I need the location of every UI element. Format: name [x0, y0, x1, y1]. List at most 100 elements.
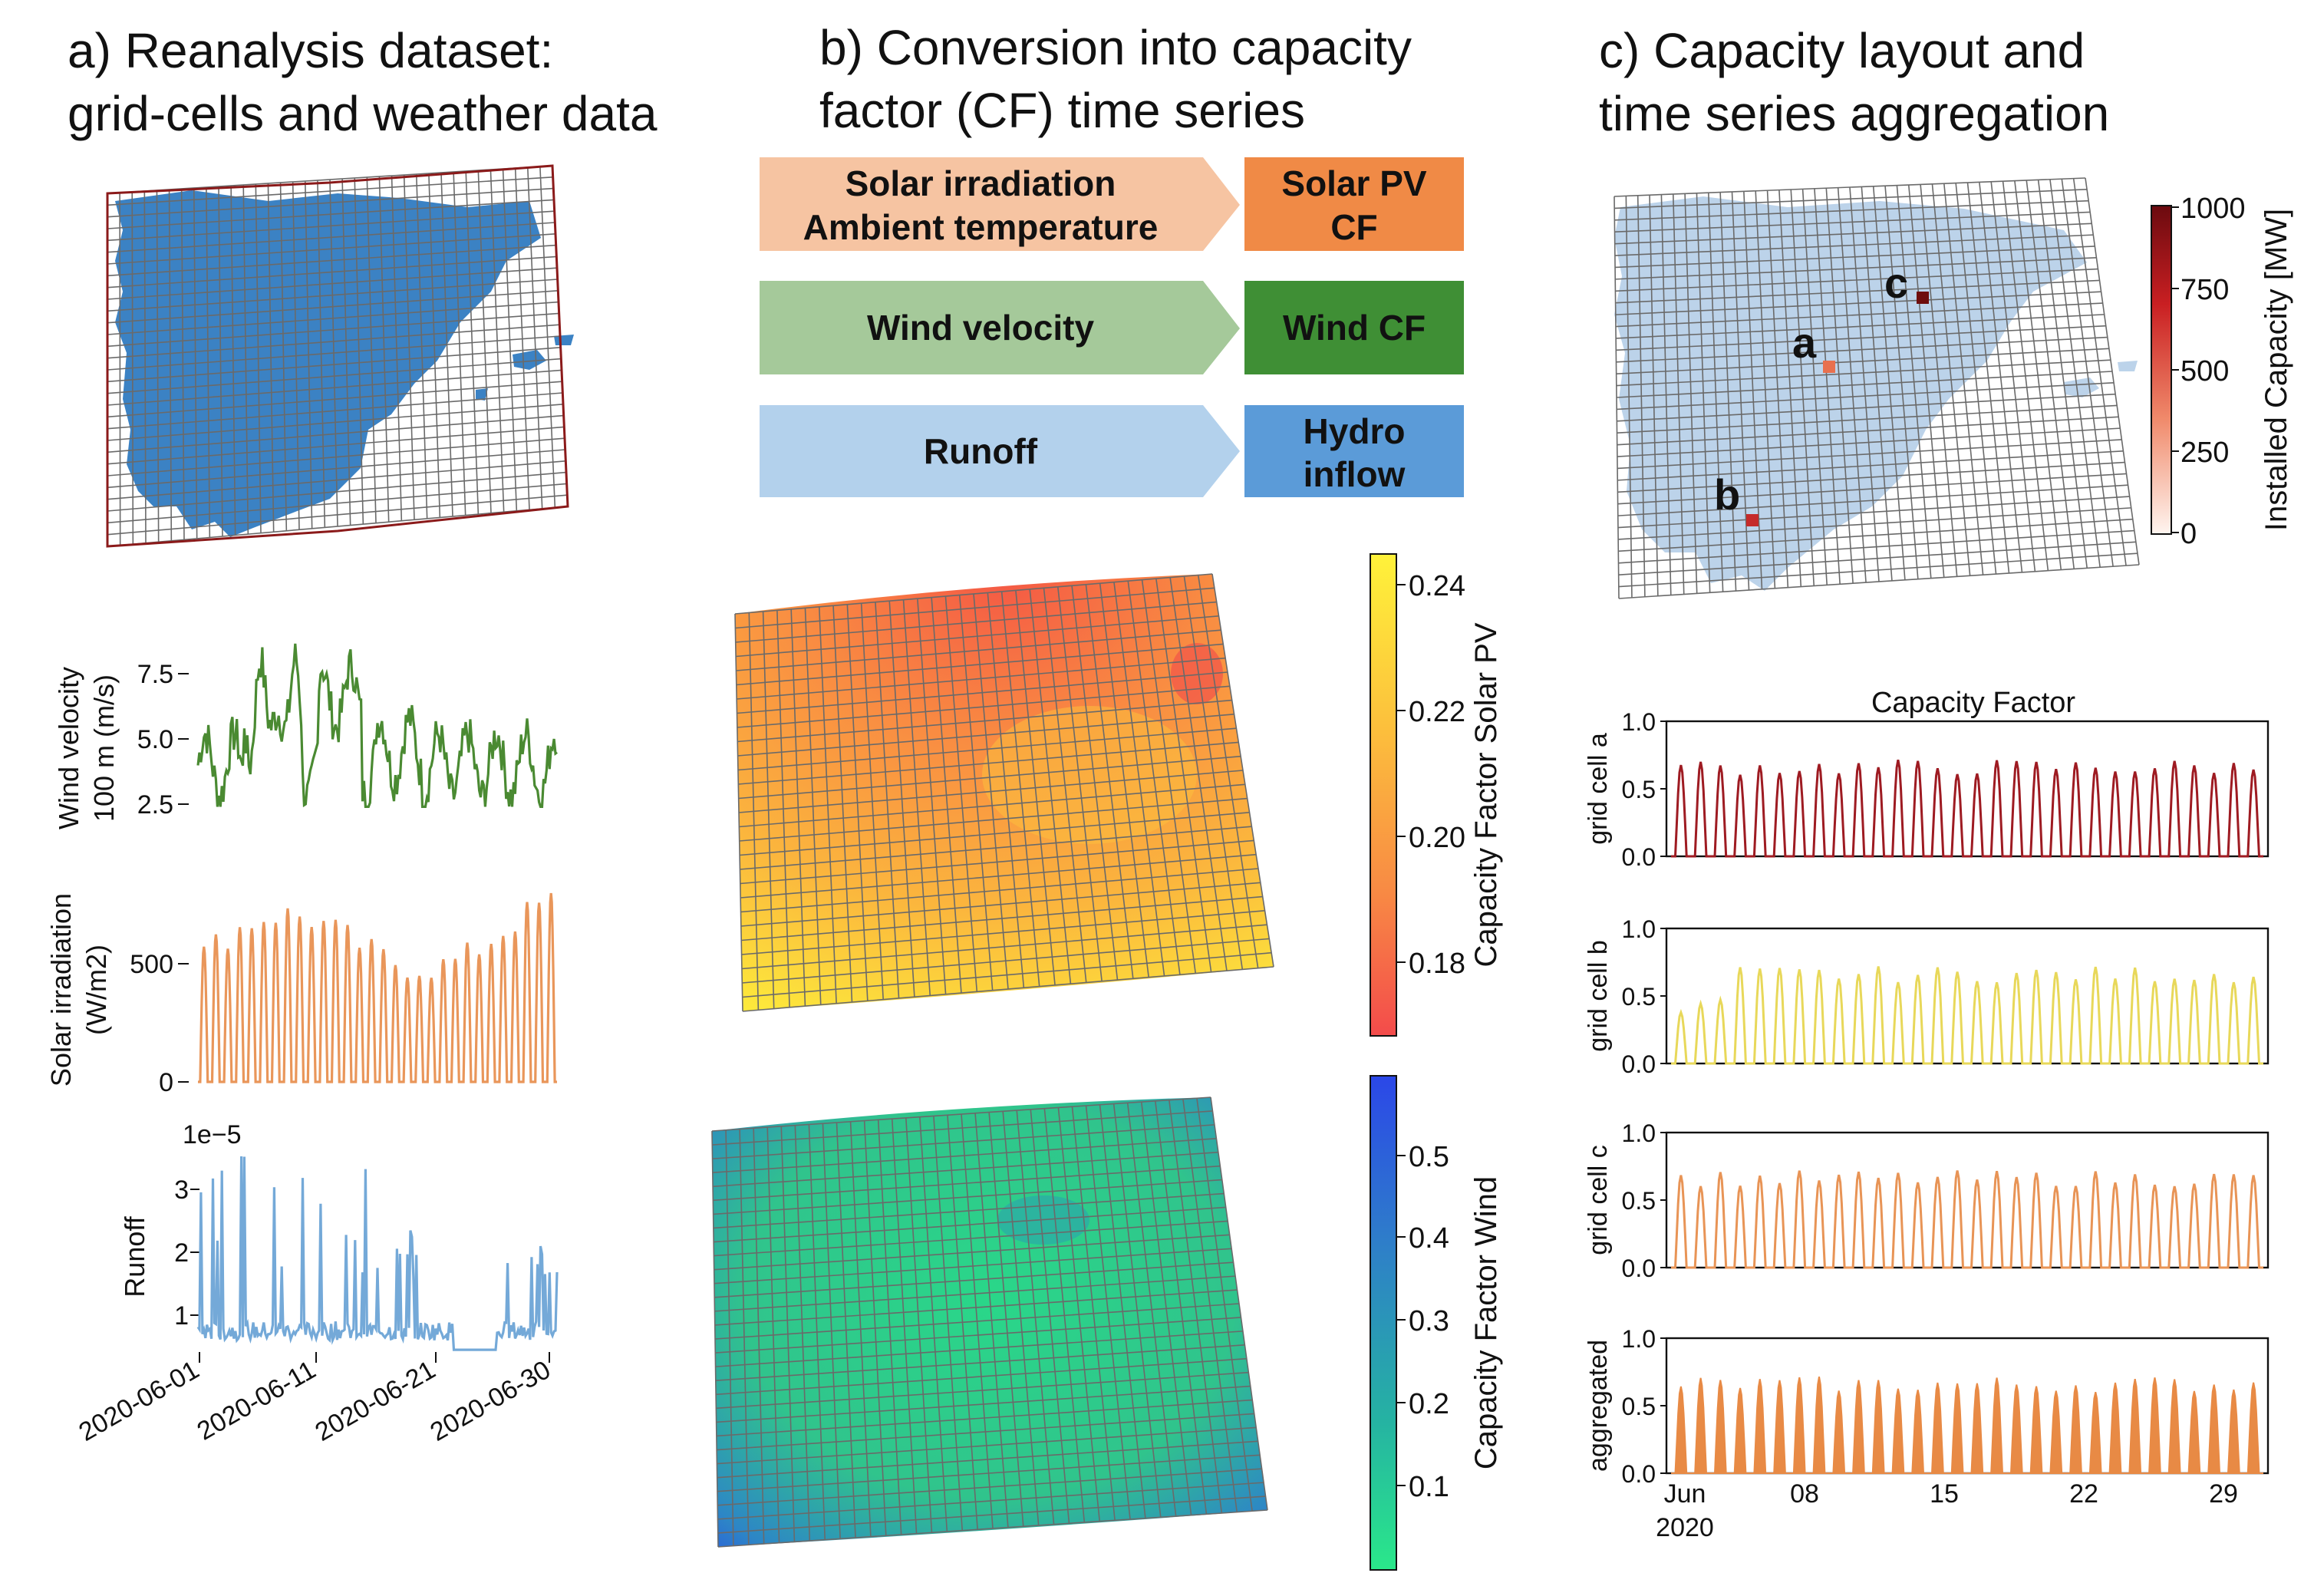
grid-line	[717, 1509, 1268, 1548]
grid-line	[107, 324, 560, 359]
solar-irradiation-plot: Solar irradiation (W/m2) 500 0	[45, 892, 557, 1097]
grid-line	[1615, 279, 2100, 304]
grid-line	[1617, 484, 2128, 516]
grid-line	[715, 1344, 1245, 1381]
grid-line	[714, 1206, 1226, 1243]
subplot-ytick: 0.5	[1622, 776, 1656, 803]
grid-line	[735, 587, 1215, 629]
grid-line	[1614, 189, 2088, 209]
solar-output-line1: Solar PV	[1281, 163, 1427, 203]
grid-line	[737, 657, 1226, 700]
grid-line	[714, 1248, 1232, 1284]
subplot-series	[1671, 760, 2263, 858]
wind-cf-colorbar-label: Capacity Factor Wind	[1469, 1176, 1503, 1469]
wind-cf-map: 0.5 0.4 0.3 0.2 0.1 Capacity Factor Wind	[711, 1075, 1503, 1571]
subplot-ytick: 0.0	[1622, 1255, 1656, 1282]
grid-line	[740, 839, 1254, 885]
grid-line	[737, 727, 1237, 771]
grid-line	[1614, 177, 2086, 197]
wind-tick-25: 2.5	[137, 790, 173, 819]
grid-line	[717, 1426, 1257, 1465]
grid-line	[1614, 223, 2092, 245]
wind-velocity-series	[196, 643, 558, 808]
grid-line	[714, 1234, 1230, 1271]
grid-line	[107, 312, 559, 348]
grid-line	[107, 506, 569, 547]
subplot-ytick: 0.5	[1622, 1393, 1656, 1420]
runoff-exponent: 1e−5	[183, 1120, 242, 1149]
grid-line	[107, 437, 565, 476]
grid-line	[107, 358, 562, 394]
grid-line	[737, 699, 1232, 743]
grid-line	[107, 233, 556, 265]
grid-line	[107, 347, 561, 383]
grid-line	[1615, 256, 2097, 280]
grid-line	[715, 1331, 1243, 1367]
grid-line	[717, 1482, 1264, 1520]
grid-line	[1618, 518, 2133, 552]
grid-line	[107, 187, 554, 218]
grid-line	[1616, 371, 2113, 398]
solar-tick-500: 500	[130, 950, 173, 979]
wind-output-line1: Wind CF	[1283, 308, 1426, 348]
date-tick-1: 2020-06-11	[193, 1355, 321, 1446]
grid-line	[717, 1454, 1261, 1492]
grid-line	[1616, 314, 2105, 339]
subplot-ytick: 1.0	[1622, 1120, 1656, 1147]
grid-line	[741, 910, 1265, 955]
cap-cbar-tick-1000: 1000	[2180, 193, 2246, 225]
grid-line	[740, 868, 1259, 913]
wind-cbar-tick-02: 0.2	[1409, 1388, 1449, 1420]
grid-line	[738, 770, 1244, 813]
solar-cf-map-grid	[734, 573, 1274, 1012]
subplot-ylabel: grid cell c	[1584, 1145, 1613, 1255]
grid-line	[107, 426, 565, 465]
grid-line	[736, 643, 1224, 686]
solar-output-box	[1244, 157, 1464, 251]
runoff-tick-2: 2	[174, 1238, 189, 1268]
runoff-tick-1: 1	[174, 1301, 189, 1331]
solar-cf-colorbar	[1370, 553, 1397, 1037]
grid-line	[107, 483, 567, 524]
grid-line	[107, 290, 559, 324]
runoff-tick-3: 3	[174, 1176, 189, 1205]
wind-velocity-plot: Wind velocity 100 m (m/s) 7.5 5.0 2.5	[53, 643, 558, 829]
wind-input-line1: Wind velocity	[867, 308, 1094, 348]
grid-line	[1614, 234, 2094, 256]
grid-line	[107, 199, 555, 229]
grid-line	[716, 1399, 1253, 1437]
subplot-ylabel: grid cell b	[1584, 940, 1613, 1052]
cell-c-marker	[1917, 292, 1929, 304]
grid-line	[1616, 359, 2111, 387]
grid-line	[107, 494, 568, 536]
grid-line	[1617, 404, 2118, 434]
wind-cbar-tick-01: 0.1	[1409, 1471, 1449, 1503]
grid-line	[107, 301, 559, 335]
map-frame	[106, 164, 569, 548]
grid-line	[716, 1385, 1251, 1423]
grid-line	[107, 369, 562, 406]
wind-cbar-tick-05: 0.5	[1409, 1141, 1449, 1173]
capacity-colorbar-label: Installed Capacity [MW]	[2260, 209, 2293, 531]
grid-line	[742, 938, 1270, 984]
panel-b: b) Conversion into capacity factor (CF) …	[711, 20, 1503, 1571]
balearic-islands-shape	[476, 335, 574, 401]
capacity-map-grid	[1614, 177, 2140, 599]
solar-irradiation-series	[198, 892, 557, 1083]
solar-input-arrow	[760, 157, 1240, 251]
subplot-series	[1671, 1170, 2263, 1269]
cf-xtick: Jun	[1664, 1479, 1706, 1509]
grid-line	[741, 895, 1263, 941]
cell-b-label: b	[1714, 470, 1740, 519]
grid-line	[1618, 507, 2131, 540]
grid-line	[107, 449, 565, 489]
grid-line	[107, 404, 564, 441]
cell-a-label: a	[1792, 318, 1817, 367]
grid-line	[737, 714, 1234, 757]
grid-line	[713, 1151, 1218, 1188]
panel-c-title-line1: c) Capacity layout and	[1599, 23, 2085, 78]
cell-a-marker	[1823, 361, 1835, 373]
panel-a-title-line2: grid-cells and weather data	[68, 86, 658, 141]
grid-line	[1617, 473, 2127, 505]
grid-line	[107, 392, 563, 430]
